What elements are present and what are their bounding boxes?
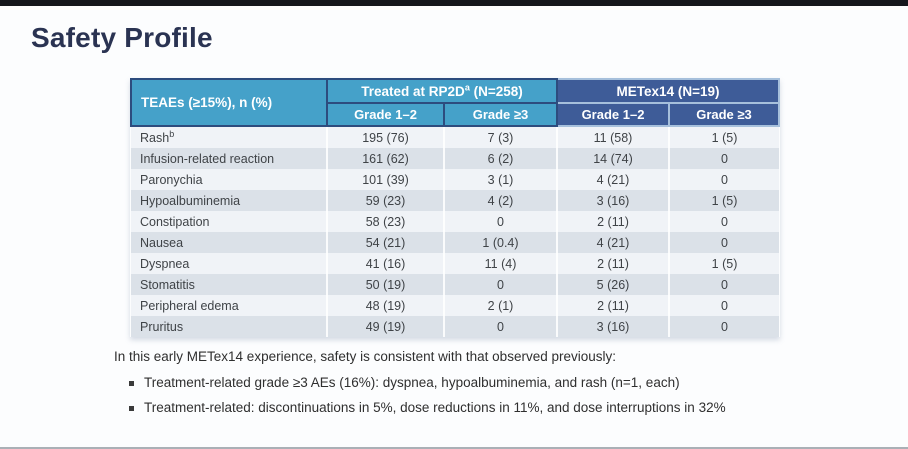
row-label: Rash [140,130,170,145]
row-label: Hypoalbuminemia [140,193,241,208]
subheader-met-grade12: Grade 1–2 [556,102,670,127]
row-label: Nausea [140,235,184,250]
row-label-cell: Infusion-related reaction [131,148,327,169]
value-cell: 0 [667,295,780,316]
value-cell: 1 (5) [667,126,780,148]
value-cell: 0 [443,211,557,232]
value-cell: 3 (16) [556,190,669,211]
table-row: Pruritus 49 (19) 0 3 (16) 0 [131,316,780,337]
table-row: Dyspnea 41 (16) 11 (4) 2 (11) 1 (5) [131,253,780,274]
row-label: Peripheral edema [140,298,239,313]
row-label: Paronychia [140,172,203,187]
row-label-cell: Stomatitis [131,274,327,295]
bullet-marker [129,381,134,386]
subheader-rp2d-grade12: Grade 1–2 [326,102,445,127]
value-cell: 1 (5) [667,190,780,211]
value-cell: 49 (19) [326,316,444,337]
row-label: Pruritus [140,319,184,334]
row-label-cell: Dyspnea [131,253,327,274]
subheader-row: Grade 1–2 Grade ≥3 Grade 1–2 Grade ≥3 [131,102,781,127]
table-row: Constipation 58 (23) 0 2 (11) 0 [131,211,780,232]
value-cell: 0 [667,211,780,232]
row-label-cell: Paronychia [131,169,327,190]
value-cell: 3 (16) [556,316,669,337]
value-cell: 0 [667,148,780,169]
teae-table: TEAEs (≥15%), n (%) Treated at RP2Da (N=… [130,78,781,337]
value-cell: 11 (4) [443,253,557,274]
group-header-rp2d-n: (N=258) [469,83,523,99]
row-label-cell: Hypoalbuminemia [131,190,327,211]
notes-intro: In this early METex14 experience, safety… [114,349,616,364]
value-cell: 195 (76) [326,126,444,148]
value-cell: 58 (23) [326,211,444,232]
bullet-text: Treatment-related grade ≥3 AEs (16%): dy… [144,375,680,390]
top-edge-bar [0,0,908,6]
value-cell: 48 (19) [326,295,444,316]
value-cell: 54 (21) [326,232,444,253]
value-cell: 5 (26) [556,274,669,295]
group-header-rp2d-text: Treated at RP2D [361,83,465,99]
table-row: Infusion-related reaction 161 (62) 6 (2)… [131,148,780,169]
subheader-rp2d-grade3: Grade ≥3 [443,102,558,127]
bottom-edge-bar [0,447,908,449]
value-cell: 6 (2) [443,148,557,169]
value-cell: 0 [667,274,780,295]
value-cell: 7 (3) [443,126,557,148]
row-label-superscript: b [169,128,175,139]
row-label: Constipation [140,214,210,229]
value-cell: 3 (1) [443,169,557,190]
value-cell: 59 (23) [326,190,444,211]
value-cell: 4 (21) [556,169,669,190]
row-label: Stomatitis [140,277,195,292]
value-cell: 4 (21) [556,232,669,253]
group-header-rp2d: Treated at RP2Da (N=258) [326,78,558,104]
value-cell: 2 (1) [443,295,557,316]
subheader-met-grade3: Grade ≥3 [667,102,781,127]
table-row: Paronychia 101 (39) 3 (1) 4 (21) 0 [131,169,780,190]
value-cell: 50 (19) [326,274,444,295]
row-label-cell: Nausea [131,232,327,253]
bullet-text: Treatment-related: discontinuations in 5… [144,400,726,415]
table-row: Nausea 54 (21) 1 (0.4) 4 (21) 0 [131,232,780,253]
table-row: Rashb 195 (76) 7 (3) 11 (58) 1 (5) [131,126,780,148]
group-header-rp2d-superscript: a [464,82,470,92]
table-row: Peripheral edema 48 (19) 2 (1) 2 (11) 0 [131,295,780,316]
value-cell: 14 (74) [556,148,669,169]
group-header-row: TEAEs (≥15%), n (%) Treated at RP2Da (N=… [130,78,781,127]
row-label-cell: Constipation [131,211,327,232]
value-cell: 1 (0.4) [443,232,557,253]
bullet-marker [129,406,134,411]
corner-header-cell: TEAEs (≥15%), n (%) [130,78,328,127]
slide-title: Safety Profile [31,22,213,53]
value-cell: 41 (16) [326,253,444,274]
value-cell: 0 [667,169,780,190]
row-label: Dyspnea [140,256,190,271]
value-cell: 161 (62) [326,148,444,169]
notes: In this early METex14 experience, safety… [114,349,834,425]
value-cell: 0 [667,316,780,337]
value-cell: 2 (11) [556,253,669,274]
row-label-cell: Pruritus [131,316,327,337]
table-row: Hypoalbuminemia 59 (23) 4 (2) 3 (16) 1 (… [131,190,780,211]
table-row: Stomatitis 50 (19) 0 5 (26) 0 [131,274,780,295]
value-cell: 4 (2) [443,190,557,211]
value-cell: 11 (58) [556,126,669,148]
value-cell: 0 [443,274,557,295]
value-cell: 0 [443,316,557,337]
value-cell: 2 (11) [556,295,669,316]
row-label-cell: Peripheral edema [131,295,327,316]
value-cell: 1 (5) [667,253,780,274]
group-header-metex14: METex14 (N=19) [555,78,781,104]
bullet-item: Treatment-related: discontinuations in 5… [129,400,834,415]
value-cell: 101 (39) [326,169,444,190]
row-label-cell: Rashb [131,126,327,148]
value-cell: 2 (11) [556,211,669,232]
bullet-item: Treatment-related grade ≥3 AEs (16%): dy… [129,375,834,390]
row-label: Infusion-related reaction [140,151,275,166]
value-cell: 0 [667,232,780,253]
